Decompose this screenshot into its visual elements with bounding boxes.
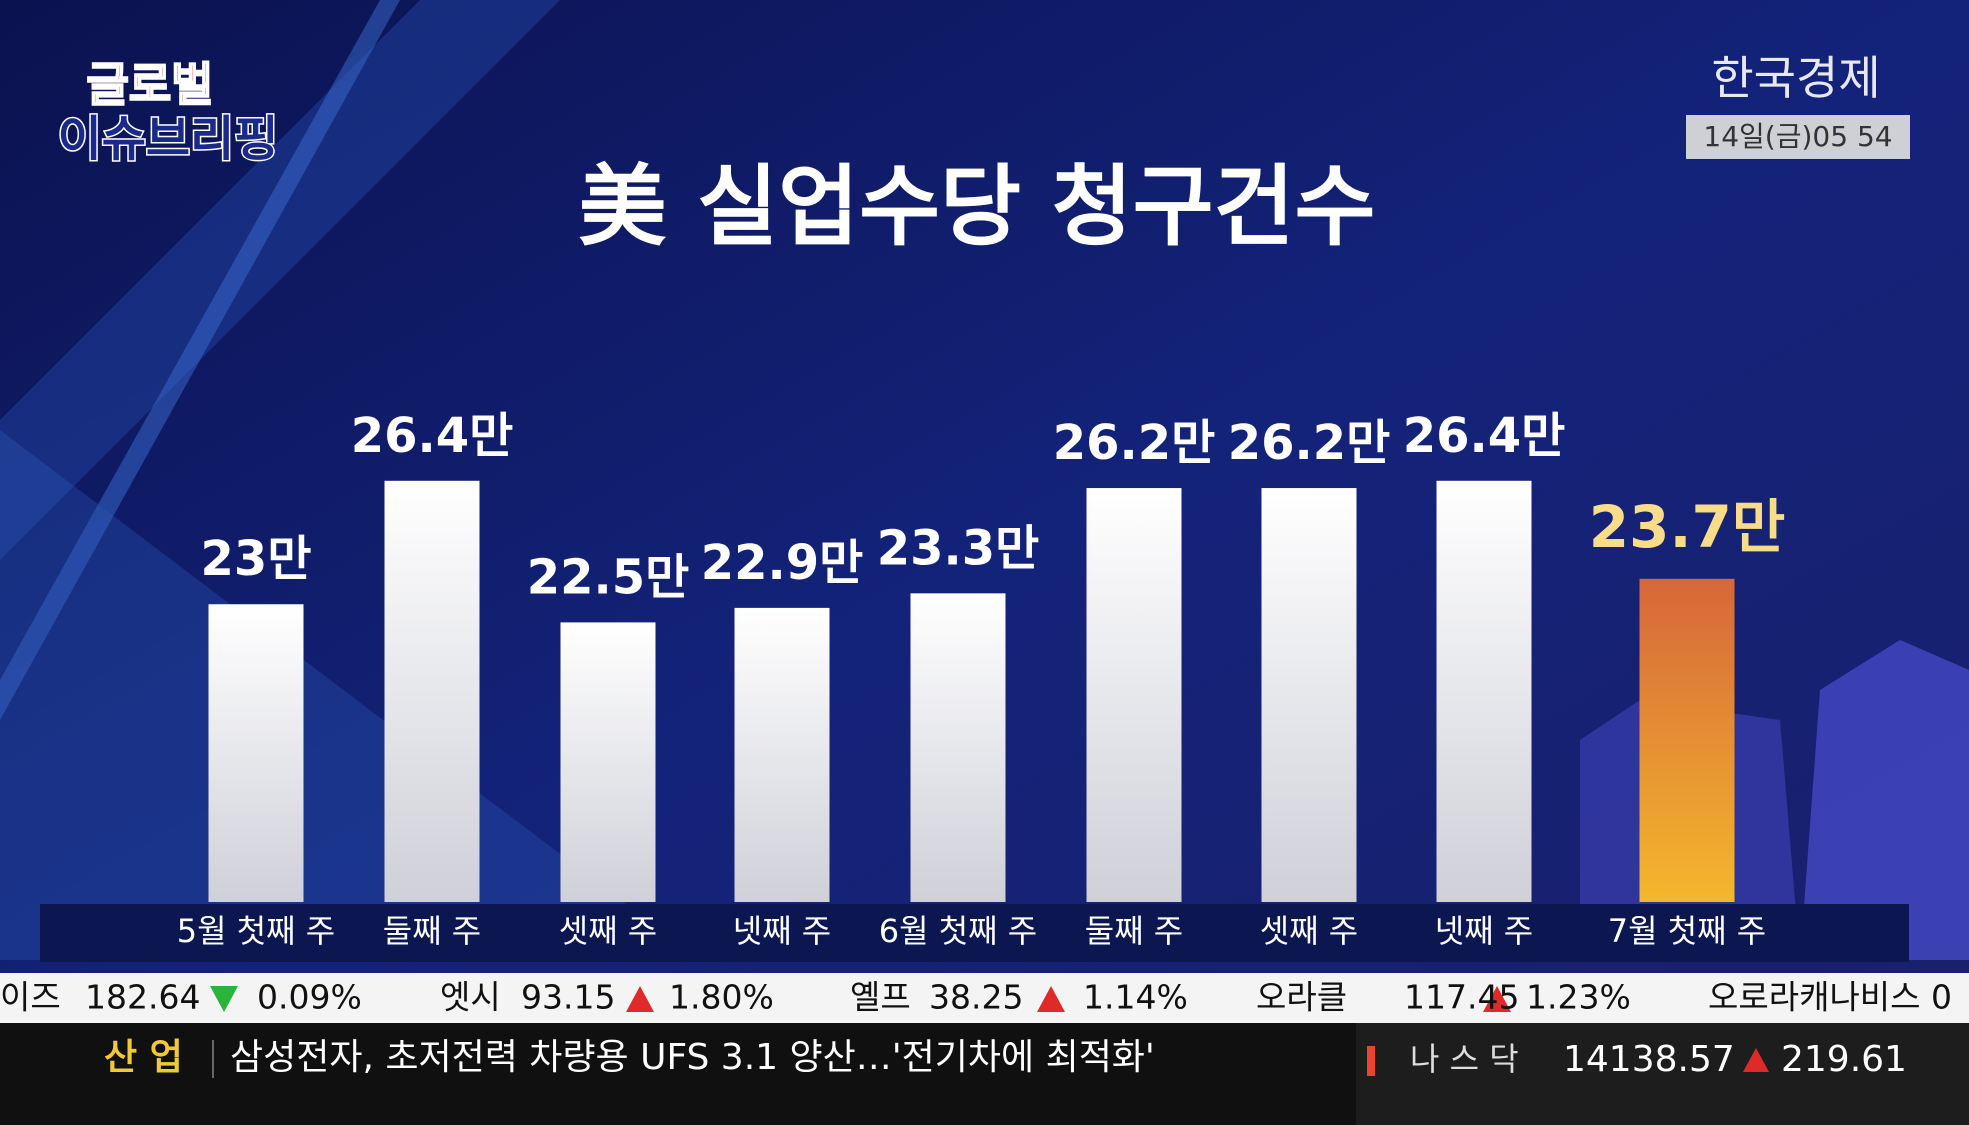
index-marker	[1367, 1046, 1375, 1076]
up-arrow	[1743, 1048, 1769, 1072]
ticker-name: 오라클	[1256, 978, 1347, 1017]
value-label: 26.4만	[351, 408, 514, 464]
ticker-name: 옐프	[850, 978, 911, 1017]
ticker-price: 117.45	[1404, 978, 1519, 1017]
ticker-band	[0, 973, 1969, 1023]
news-headline: 삼성전자, 초저전력 차량용 UFS 3.1 양산…'전기차에 최적화'	[230, 1037, 1155, 1078]
x-tick-label: 둘째 주	[383, 912, 482, 950]
bar	[560, 622, 656, 902]
ticker-change: 0.09%	[257, 978, 362, 1017]
up-arrow	[1483, 986, 1511, 1012]
x-tick-label: 둘째 주	[1085, 912, 1184, 950]
ticker-change: 1.23%	[1526, 978, 1631, 1017]
bg-shape	[0, 0, 400, 720]
up-arrow	[1037, 986, 1065, 1012]
bar	[208, 604, 304, 902]
ticker-name: 엣시	[440, 978, 501, 1017]
value-label: 23.7만	[1589, 493, 1785, 561]
value-label: 22.9만	[701, 535, 864, 591]
bar	[1261, 488, 1357, 902]
bar	[1639, 578, 1735, 902]
ticker-name: 오로라캐나비스 0	[1708, 978, 1952, 1017]
x-tick-label: 6월 첫째 주	[879, 912, 1037, 950]
ticker-change: 1.14%	[1083, 978, 1188, 1017]
ticker-price: 93.15	[521, 978, 615, 1017]
down-arrow	[210, 986, 238, 1012]
x-tick-label: 5월 첫째 주	[177, 912, 335, 950]
bar	[734, 607, 830, 902]
index-change: 219.61	[1781, 1039, 1907, 1080]
bar	[1086, 488, 1182, 902]
category-band	[40, 904, 1909, 962]
value-label: 26.2만	[1228, 415, 1391, 471]
x-tick-label: 7월 첫째 주	[1608, 912, 1766, 950]
bar	[910, 593, 1006, 902]
x-tick-label: 셋째 주	[1260, 912, 1359, 950]
value-label: 22.5만	[527, 549, 690, 605]
x-tick-label: 넷째 주	[733, 912, 832, 950]
value-label: 23.3만	[877, 520, 1040, 576]
bg-shape	[0, 430, 700, 960]
logo-line2: 이슈브리핑	[58, 111, 279, 167]
bg-shape	[0, 0, 560, 560]
bar	[1436, 480, 1532, 902]
ticker-change: 1.80%	[669, 978, 774, 1017]
value-label: 23만	[201, 531, 312, 587]
logo-line1: 글로벌	[87, 58, 214, 112]
x-tick-label: 셋째 주	[559, 912, 658, 950]
building	[1800, 640, 1969, 960]
index-box	[1356, 1023, 1969, 1125]
news-section: 산 업	[104, 1037, 183, 1078]
value-label: 26.2만	[1053, 415, 1216, 471]
bar	[384, 480, 480, 902]
x-tick-label: 넷째 주	[1435, 912, 1534, 950]
up-arrow	[626, 986, 654, 1012]
chart-title: 美 실업수당 청구건수	[579, 155, 1376, 258]
index-value: 14138.57	[1563, 1039, 1735, 1080]
ticker-price: 38.25	[929, 978, 1023, 1017]
ticker-name: 이즈	[0, 978, 61, 1017]
value-label: 26.4만	[1403, 408, 1566, 464]
ticker-price: 182.64	[85, 978, 200, 1017]
index-name: 나 스 닥	[1410, 1040, 1519, 1078]
channel-name: 한국경제	[1711, 51, 1880, 105]
time: 14일(금)05 54	[1703, 120, 1892, 153]
time-box	[1686, 115, 1910, 159]
